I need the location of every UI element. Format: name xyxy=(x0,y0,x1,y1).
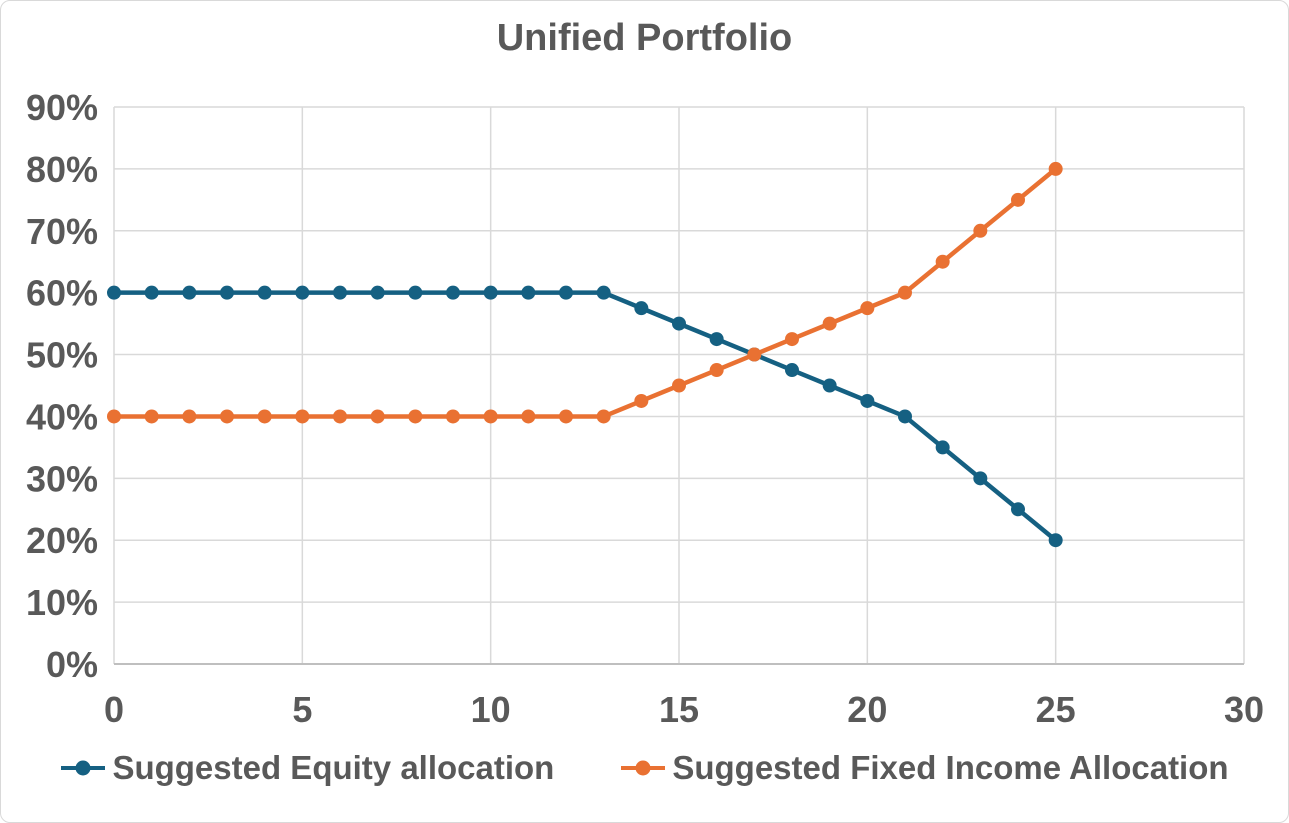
equity-series-marker-icon xyxy=(61,760,106,776)
svg-text:0%: 0% xyxy=(46,644,98,685)
svg-text:20%: 20% xyxy=(26,520,98,561)
svg-text:30: 30 xyxy=(1224,689,1264,730)
legend-item-equity: Suggested Equity allocation xyxy=(60,749,554,787)
svg-text:10: 10 xyxy=(471,689,511,730)
legend-item-fixed-income: Suggested Fixed Income Allocation xyxy=(620,749,1229,787)
svg-text:0: 0 xyxy=(104,689,124,730)
svg-text:40%: 40% xyxy=(26,396,98,437)
legend: Suggested Equity allocation Suggested Fi… xyxy=(1,749,1288,787)
svg-text:5: 5 xyxy=(292,689,312,730)
chart-title: Unified Portfolio xyxy=(496,17,793,59)
svg-text:15: 15 xyxy=(659,689,699,730)
fixed-income-series-marker-icon xyxy=(621,760,666,776)
svg-text:30%: 30% xyxy=(26,458,98,499)
svg-text:50%: 50% xyxy=(26,335,98,376)
svg-text:80%: 80% xyxy=(26,149,98,190)
legend-label-equity: Suggested Equity allocation xyxy=(112,749,555,786)
svg-text:10%: 10% xyxy=(26,582,98,623)
svg-text:90%: 90% xyxy=(26,87,98,128)
svg-text:25: 25 xyxy=(1036,689,1076,730)
svg-text:70%: 70% xyxy=(26,211,98,252)
legend-label-fixed-income: Suggested Fixed Income Allocation xyxy=(672,749,1229,786)
svg-text:20: 20 xyxy=(847,689,887,730)
svg-text:60%: 60% xyxy=(26,273,98,314)
